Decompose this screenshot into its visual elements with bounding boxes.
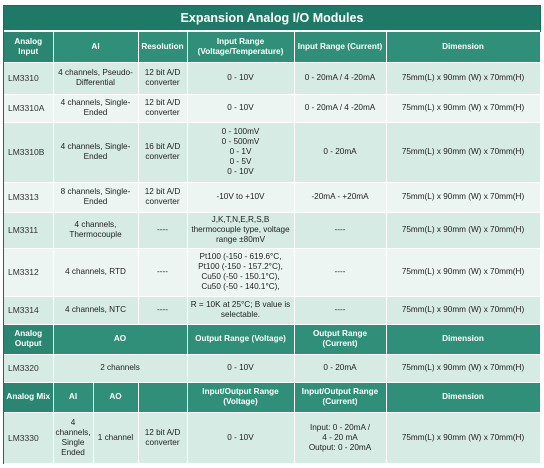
analog-output-header-row: Analog Output AO Output Range (Voltage) … [4, 324, 541, 355]
header-dimension: Dimension [386, 324, 541, 355]
analog-input-header-row: Analog Input AI Resolution Input Range (… [4, 32, 541, 63]
current-range-cell: ---- [294, 296, 387, 325]
dimension-cell: 75mm(L) x 90mm (W) x 70mm(H) [386, 182, 541, 213]
temperature-range-line: Cu50 (-50 - 150.1°C), [201, 272, 280, 281]
voltage-range-cell: -10V to +10V [187, 182, 295, 213]
voltage-range-cell: R = 10K at 25°C; B value is selectable. [187, 296, 295, 325]
header-ao: AO [53, 324, 188, 355]
header-io-range-voltage: Input/Output Range (Voltage) [187, 382, 295, 413]
ai-cell: 4 channels, Single-Ended [53, 94, 139, 123]
current-range-line: Output: 0 - 20mA [308, 442, 372, 452]
current-range-cell: 0 - 20mA [294, 354, 387, 383]
voltage-range-cell: 0 - 10V [187, 354, 295, 383]
header-output-range-current: Output Range (Current) [294, 324, 387, 355]
resolution-cell: ---- [138, 296, 188, 325]
dimension-cell: 75mm(L) x 90mm (W) x 70mm(H) [386, 354, 541, 383]
temperature-range-line: Cu50 (-50 - 140.1°C), [201, 282, 280, 291]
resolution-cell: ---- [138, 248, 188, 297]
current-range-cell: Input: 0 - 20mA / 4 - 20 mA Output: 0 - … [294, 412, 387, 464]
model-cell: LM3330 [4, 412, 54, 464]
header-analog-input: Analog Input [4, 32, 54, 63]
ai-cell: 8 channels, Single-Ended [53, 182, 139, 213]
header-output-range-voltage: Output Range (Voltage) [187, 324, 295, 355]
header-mix-ai: AI [53, 382, 94, 413]
header-analog-output: Analog Output [4, 324, 54, 355]
dimension-cell: 75mm(L) x 90mm (W) x 70mm(H) [386, 212, 541, 249]
header-input-range-voltage: Input Range (Voltage/Temperature) [187, 32, 295, 63]
ai-cell: 4 channels, Single-Ended [53, 122, 139, 183]
header-dimension: Dimension [386, 382, 541, 413]
table-row-lm3312: LM3312 4 channels, RTD ---- Pt100 (-150 … [4, 248, 541, 297]
header-ai: AI [53, 32, 139, 63]
resolution-cell: ---- [138, 212, 188, 249]
ao-cell: 2 channels [53, 354, 188, 383]
ai-cell: 4 channels, Pseudo-Differential [53, 62, 139, 95]
voltage-range-cell: 0 - 100mV 0 - 500mV 0 - 1V 0 - 5V 0 - 10… [187, 122, 295, 183]
dimension-cell: 75mm(L) x 90mm (W) x 70mm(H) [386, 122, 541, 183]
current-range-cell: ---- [294, 248, 387, 297]
dimension-cell: 75mm(L) x 90mm (W) x 70mm(H) [386, 248, 541, 297]
model-cell: LM3312 [4, 248, 54, 297]
table-row-lm3311: LM3311 4 channels, Thermocouple ---- J,K… [4, 212, 541, 249]
temperature-range-line: Pt100 (-150 - 157.2°C), [198, 262, 283, 271]
dimension-cell: 75mm(L) x 90mm (W) x 70mm(H) [386, 94, 541, 123]
header-io-range-current: Input/Output Range (Current) [294, 382, 387, 413]
table-row-lm3320: LM3320 2 channels 0 - 10V 0 - 20mA 75mm(… [4, 354, 541, 383]
table-row-lm3314: LM3314 4 channels, NTC ---- R = 10K at 2… [4, 296, 541, 325]
voltage-range-cell: 0 - 10V [187, 412, 295, 464]
voltage-range-cell: 0 - 10V [187, 94, 295, 123]
resolution-cell: 12 bit A/D converter [138, 412, 188, 464]
header-dimension: Dimension [386, 32, 541, 63]
model-cell: LM3310A [4, 94, 54, 123]
analog-io-modules-table-frame: Expansion Analog I/O Modules Analog Inpu… [3, 5, 541, 464]
table-row-lm3310b: LM3310B 4 channels, Single-Ended 16 bit … [4, 122, 541, 183]
resolution-cell: 12 bit A/D converter [138, 94, 188, 123]
model-cell: LM3310 [4, 62, 54, 95]
analog-mix-header-row: Analog Mix AI AO Input/Output Range (Vol… [4, 382, 541, 413]
current-range-cell: 0 - 20mA / 4 -20mA [294, 62, 387, 95]
model-cell: LM3314 [4, 296, 54, 325]
table-title: Expansion Analog I/O Modules [4, 6, 540, 32]
model-cell: LM3320 [4, 354, 54, 383]
table-row-lm3310: LM3310 4 channels, Pseudo-Differential 1… [4, 62, 541, 95]
current-range-cell: 0 - 20mA / 4 -20mA [294, 94, 387, 123]
current-range-line: 4 - 20 mA [322, 432, 358, 442]
header-mix-ao: AO [93, 382, 139, 413]
current-range-cell: ---- [294, 212, 387, 249]
current-range-cell: -20mA - +20mA [294, 182, 387, 213]
header-resolution: Resolution [138, 32, 188, 63]
ai-cell: 4 channels, NTC [53, 296, 139, 325]
temperature-range-cell: Pt100 (-150 - 619.6°C, Pt100 (-150 - 157… [187, 248, 295, 297]
temperature-range-line: Pt100 (-150 - 619.6°C, [199, 252, 282, 261]
resolution-cell: 12 bit A/D converter [138, 62, 188, 95]
table-row-lm3330: LM3330 4 channels, Single Ended 1 channe… [4, 412, 541, 464]
model-cell: LM3310B [4, 122, 54, 183]
resolution-cell: 16 bit A/D converter [138, 122, 188, 183]
ao-cell: 1 channel [93, 412, 139, 464]
model-cell: LM3313 [4, 182, 54, 213]
voltage-range-line: 0 - 10V [227, 167, 254, 176]
dimension-cell: 75mm(L) x 90mm (W) x 70mm(H) [386, 62, 541, 95]
current-range-cell: 0 - 20mA [294, 122, 387, 183]
ai-cell: 4 channels, Thermocouple [53, 212, 139, 249]
dimension-cell: 75mm(L) x 90mm (W) x 70mm(H) [386, 412, 541, 464]
ai-cell: 4 channels, Single Ended [53, 412, 94, 464]
resolution-cell: 12 bit A/D converter [138, 182, 188, 213]
header-input-range-current: Input Range (Current) [294, 32, 387, 63]
voltage-range-line: 0 - 1V [229, 147, 252, 156]
modules-table: Analog Input AI Resolution Input Range (… [4, 32, 541, 464]
voltage-range-line: 0 - 100mV [221, 127, 260, 136]
ai-cell: 4 channels, RTD [53, 248, 139, 297]
voltage-range-cell: 0 - 10V [187, 62, 295, 95]
current-range-line: Input: 0 - 20mA / [309, 422, 371, 432]
voltage-range-line: 0 - 5V [229, 157, 252, 166]
table-row-lm3310a: LM3310A 4 channels, Single-Ended 12 bit … [4, 94, 541, 123]
voltage-range-cell: J,K,T,N,E,R,S,B thermocouple type, volta… [187, 212, 295, 249]
dimension-cell: 75mm(L) x 90mm (W) x 70mm(H) [386, 296, 541, 325]
header-analog-mix: Analog Mix [4, 382, 54, 413]
model-cell: LM3311 [4, 212, 54, 249]
voltage-range-line: 0 - 500mV [221, 137, 260, 146]
header-mix-blank [138, 382, 188, 413]
table-row-lm3313: LM3313 8 channels, Single-Ended 12 bit A… [4, 182, 541, 213]
